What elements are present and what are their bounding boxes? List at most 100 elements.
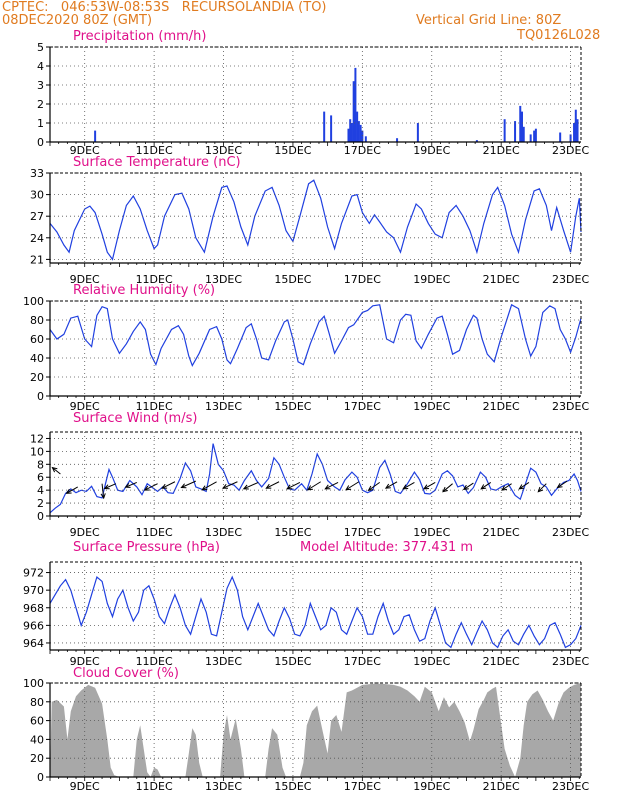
wind-arrow [286,481,301,490]
y-tick-label: 6 [37,471,44,484]
x-tick-label: 23DEC [552,526,589,539]
precip-bar [521,111,523,142]
wind-arrow [501,483,512,491]
precip-bar [357,121,360,142]
wind-arrowhead [384,483,391,489]
precip-bar [352,81,355,142]
x-tick-label: 9DEC [70,780,100,793]
header-grid-note: Vertical Grid Line: 80Z [416,13,562,28]
wind-arrow [519,481,530,490]
wind-arrowhead [480,484,487,490]
x-tick-label: 11DEC [136,655,173,668]
x-tick-label: 15DEC [274,655,311,668]
wind-arrowhead [103,484,110,490]
y-tick-label: 968 [23,602,44,615]
header-code: TQ0126L028 [517,28,601,43]
y-tick-label: 80 [30,314,44,327]
y-tick-label: 27 [30,210,44,223]
precip-bar [416,123,419,142]
precip-bar [533,130,536,142]
wind-arrow [161,481,176,489]
x-tick-label: 23DEC [552,780,589,793]
wind-arrow [368,481,380,491]
wind-arrow [480,481,492,490]
precip-bar [529,134,532,142]
x-tick-label: 21DEC [483,144,520,157]
header-date: 08DEC2020 80Z (GMT) [2,13,153,28]
y-tick-label: 3 [37,79,44,92]
y-tick-label: 0 [37,771,44,784]
x-tick-label: 13DEC [205,400,242,413]
precip-bar [94,130,97,142]
x-tick-label: 15DEC [274,144,311,157]
y-tick-label: 5 [37,41,44,54]
wind-arrow [125,481,137,488]
x-tick-label: 13DEC [205,273,242,286]
wind-arrowhead [402,484,409,490]
wind-arrowhead [100,493,106,500]
wind-arrow [442,483,453,493]
x-tick-label: 21DEC [483,780,520,793]
y-tick-label: 21 [30,253,44,266]
x-tick-label: 21DEC [483,526,520,539]
x-tick-label: 13DEC [205,655,242,668]
wind-arrowhead [161,483,168,489]
precip-bar [349,119,352,142]
wind-arrow [537,483,547,493]
precip-bar [364,136,367,142]
precip-bar [569,134,572,142]
wind-arrowhead [537,486,544,493]
wind-arrow [423,481,436,490]
precip-bar [514,121,517,142]
wind-arrowhead [306,485,313,491]
x-tick-label: 11DEC [136,273,173,286]
wind-arrowhead [462,484,469,491]
x-tick-label: 23DEC [552,400,589,413]
x-tick-label: 13DEC [205,780,242,793]
wind-arrowhead [286,484,293,490]
wind-arrow [385,481,398,489]
panel-title: Surface Wind (m/s) [73,411,197,426]
precip-bar [354,67,357,142]
precip-bar [350,123,353,142]
wind-arrow [345,481,360,491]
wind-arrowhead [180,483,187,489]
x-tick-label: 19DEC [413,400,450,413]
y-tick-label: 80 [30,696,44,709]
y-tick-label: 1 [37,117,44,130]
x-tick-label: 13DEC [205,144,242,157]
precip-bar [576,119,579,142]
wind-arrow [201,481,217,491]
wind-arrow [101,483,105,499]
precip-bar [573,123,576,142]
series-line [49,443,582,514]
cloud-cover-area [50,683,581,777]
wind-arrowhead [345,485,352,491]
x-tick-label: 17DEC [344,400,381,413]
wind-arrow [222,481,238,489]
y-tick-label: 40 [30,352,44,365]
y-tick-label: 20 [30,371,44,384]
x-tick-label: 23DEC [552,144,589,157]
x-tick-label: 9DEC [70,400,100,413]
x-tick-label: 15DEC [274,400,311,413]
y-tick-label: 0 [37,390,44,403]
y-tick-label: 10 [30,445,44,458]
x-tick-label: 19DEC [413,655,450,668]
x-tick-label: 17DEC [344,526,381,539]
x-tick-label: 21DEC [483,400,520,413]
panel-title: Relative Humidity (%) [73,283,215,298]
y-tick-label: 970 [23,584,44,597]
y-tick-label: 0 [37,510,44,523]
x-tick-label: 11DEC [136,526,173,539]
precip-bar [475,140,478,142]
wind-arrowhead [242,484,249,490]
wind-arrow [325,481,339,490]
x-tick-label: 17DEC [344,144,381,157]
x-tick-label: 19DEC [413,273,450,286]
wind-arrow [181,480,196,488]
precip-bar [559,132,562,142]
wind-arrowhead [124,483,131,488]
panel-title: Cloud Cover (%) [73,666,179,681]
